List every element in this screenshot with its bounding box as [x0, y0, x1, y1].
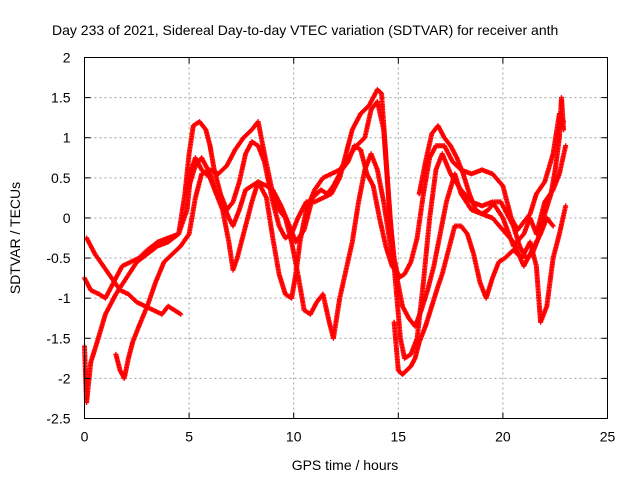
data-points [82, 87, 569, 405]
y-tick-label: 0 [63, 210, 71, 226]
series-track-7 [416, 95, 567, 261]
data-point [550, 223, 556, 229]
data-point [178, 311, 184, 317]
x-tick-label: 10 [286, 429, 302, 445]
y-tick-label: -2.5 [46, 411, 70, 427]
x-tick-label: 25 [600, 429, 616, 445]
y-tick-label: 0.5 [51, 170, 71, 186]
y-tick-label: 1 [63, 130, 71, 146]
y-tick-label: 2 [63, 50, 71, 66]
grid-lines [84, 57, 608, 419]
series-track-6 [186, 143, 401, 277]
chart-title: Day 233 of 2021, Sidereal Day-to-day VTE… [52, 22, 558, 38]
y-tick-label: -2 [58, 370, 71, 386]
x-tick-label: 15 [391, 429, 407, 445]
x-axis-label: GPS time / hours [292, 457, 399, 473]
data-point [563, 143, 569, 149]
x-tick-label: 0 [81, 429, 89, 445]
y-tick-label: -0.5 [46, 250, 70, 266]
data-point [395, 271, 401, 277]
data-point [563, 203, 569, 209]
y-axis-label: SDTVAR / TECUs [7, 182, 23, 294]
x-tick-label: 20 [495, 429, 511, 445]
series-track-5 [391, 203, 569, 377]
y-tick-label: -1.5 [46, 330, 70, 346]
y-tick-label: 1.5 [51, 90, 71, 106]
series-track-4 [113, 119, 556, 381]
y-tick-label: -1 [58, 290, 71, 306]
x-tick-label: 5 [185, 429, 193, 445]
